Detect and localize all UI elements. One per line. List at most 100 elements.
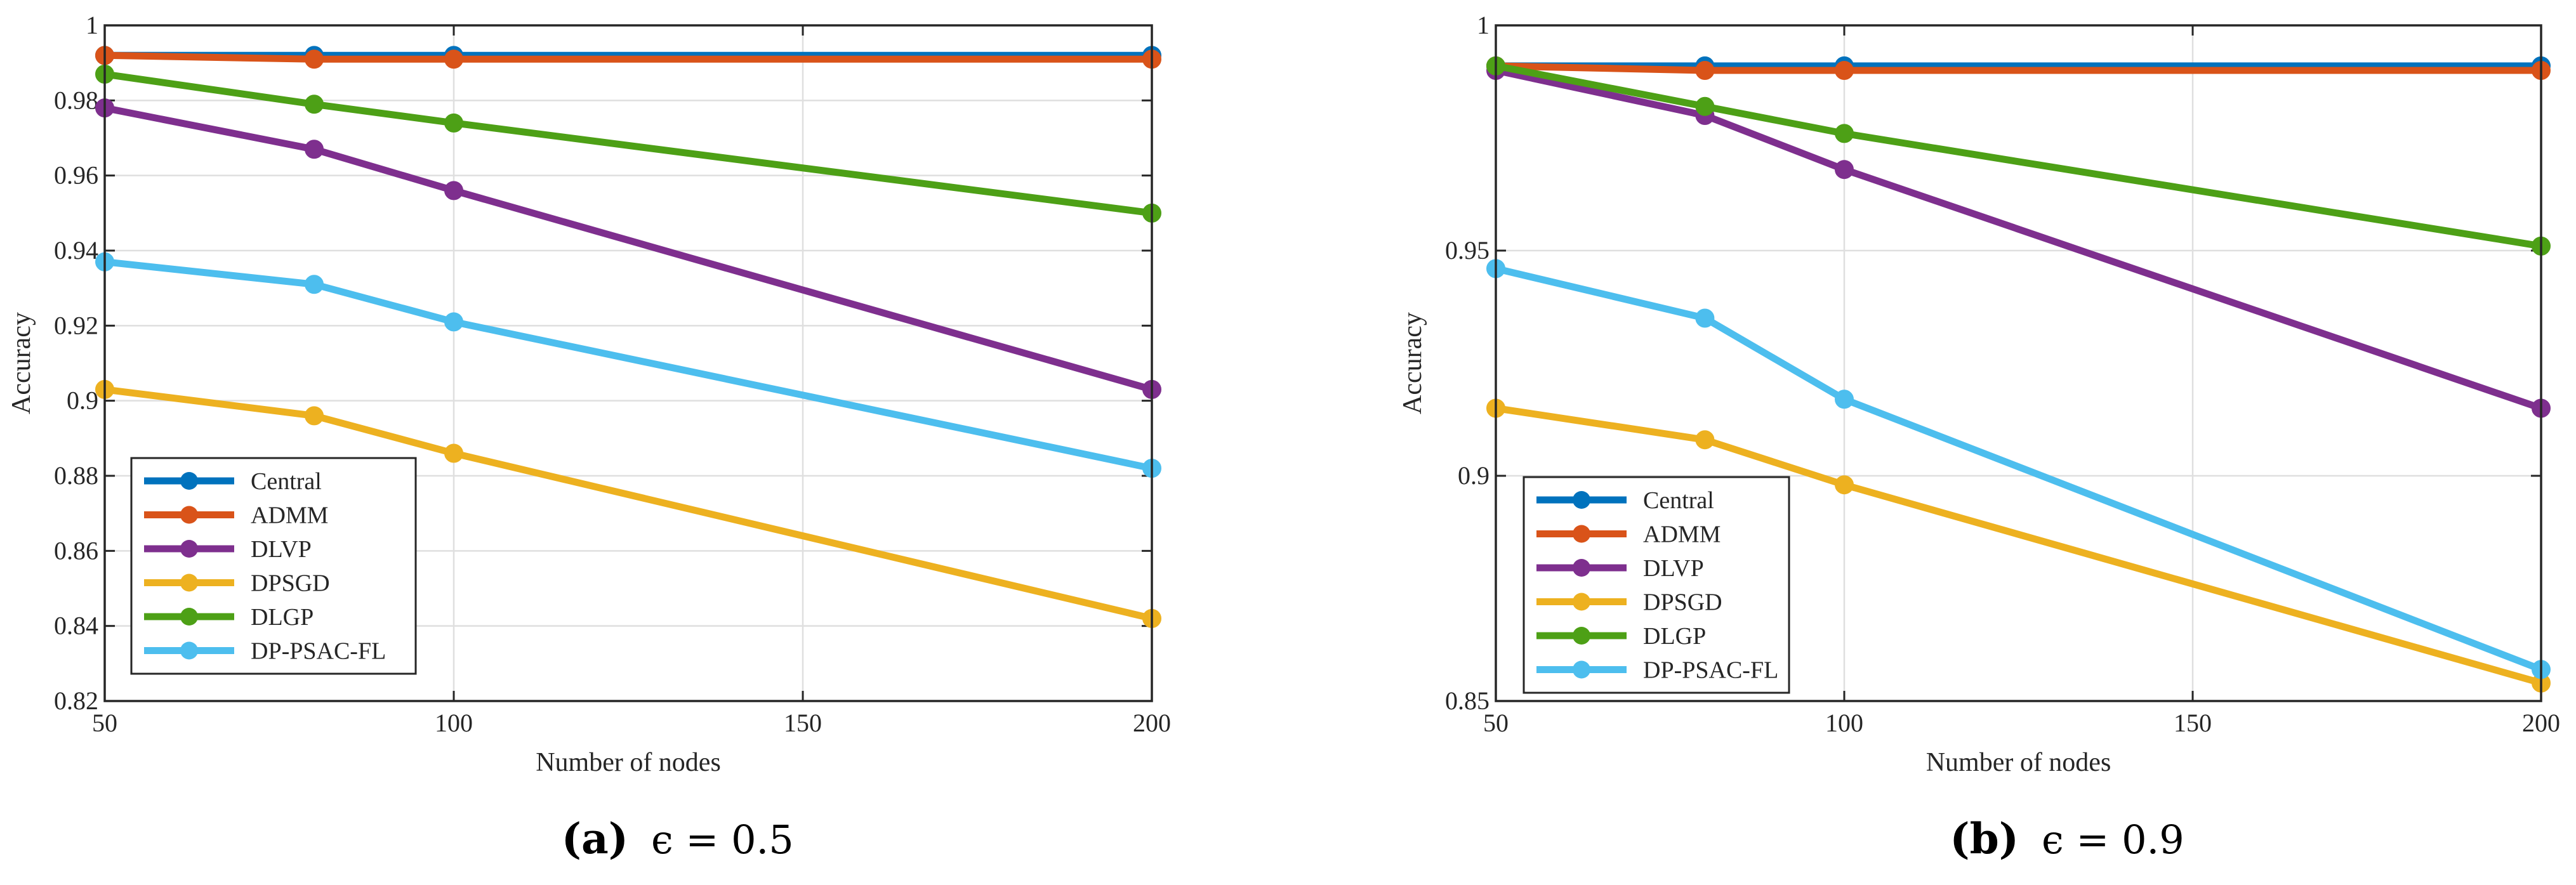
series-line <box>1492 62 2545 74</box>
series-dp-psac-fl <box>1486 259 2551 679</box>
data-point <box>1835 61 1854 80</box>
legend-box <box>1522 476 1790 694</box>
data-point <box>444 181 463 200</box>
data-point <box>444 113 463 133</box>
series-dpsgd <box>95 379 1161 628</box>
legend-label: DP-PSAC-FL <box>251 638 386 665</box>
legend-item: DLVP <box>1536 555 1704 582</box>
data-point <box>305 95 324 114</box>
legend-item: Central <box>1536 487 1714 514</box>
x-tick-label: 50 <box>92 709 117 737</box>
data-point <box>305 49 324 69</box>
data-point <box>444 312 463 332</box>
y-axis-label: Accuracy <box>7 312 36 414</box>
caption-letter: (b) <box>1950 814 2019 863</box>
y-tick-label: 0.9 <box>67 386 98 415</box>
chart-b: 50 100 150 200 0.85 0.9 0.95 1 Number of nodes Ac… <box>1398 11 2560 863</box>
y-tick-label: 0.84 <box>54 612 98 640</box>
series-line <box>101 51 1156 63</box>
legend-item: DPSGD <box>1536 589 1722 616</box>
data-point <box>1695 308 1715 328</box>
data-point <box>1695 61 1715 80</box>
legend-item: DPSGD <box>144 570 330 597</box>
legend-label: DLVP <box>251 536 312 563</box>
data-point <box>1835 160 1854 180</box>
y-tick-label: 1 <box>1477 11 1489 39</box>
legend: Central ADMM DLVP DPSGD DLGP DP-PSAC-FL <box>1522 476 1790 694</box>
legend-marker <box>180 506 198 524</box>
data-point <box>305 140 324 159</box>
data-point <box>1695 430 1715 450</box>
x-tick-label: 150 <box>2174 709 2212 737</box>
y-tick-label: 0.82 <box>54 686 98 715</box>
y-tick-label: 0.95 <box>1445 236 1489 265</box>
y-tick-label: 0.92 <box>54 311 98 339</box>
caption-letter: (a) <box>562 814 628 863</box>
series-admm <box>1486 56 2551 80</box>
legend-label: Central <box>1643 487 1714 514</box>
y-tick-label: 0.9 <box>1458 461 1489 490</box>
legend-marker <box>180 608 198 626</box>
data-point <box>305 275 324 294</box>
series-line <box>101 70 1156 217</box>
y-tick-label: 0.98 <box>54 86 98 114</box>
y-tick-label: 0.96 <box>54 161 98 190</box>
axes-box <box>103 24 1153 702</box>
caption-math: ϵ = 0.5 <box>651 816 794 863</box>
legend-marker <box>1573 660 1590 679</box>
data-point <box>444 49 463 69</box>
legend: Central ADMM DLVP DPSGD DLGP DP-PSAC-FL <box>130 457 417 675</box>
series-dlgp <box>95 64 1161 223</box>
legend-label: DPSGD <box>1643 589 1722 616</box>
series-line <box>101 258 1156 472</box>
x-tick-label: 100 <box>1825 709 1863 737</box>
legend-marker <box>1573 559 1590 577</box>
legend-marker <box>1573 627 1590 645</box>
x-tick-label: 200 <box>1133 709 1171 737</box>
x-axis-label: Number of nodes <box>536 748 721 777</box>
legend-item: DP-PSAC-FL <box>144 638 386 665</box>
legend-marker <box>1573 525 1590 543</box>
legend-marker <box>180 540 198 558</box>
legend-marker <box>1573 593 1590 611</box>
legend-marker <box>180 641 198 660</box>
series-line <box>101 104 1156 393</box>
legend-item: DP-PSAC-FL <box>1536 657 1778 684</box>
data-point <box>305 406 324 426</box>
x-tick-label: 50 <box>1483 709 1509 737</box>
legend-label: DPSGD <box>251 570 330 597</box>
legend-marker <box>1573 491 1590 509</box>
legend-label: DLGP <box>1643 623 1706 650</box>
y-tick-label: 0.94 <box>54 236 98 265</box>
legend-label: Central <box>251 468 322 495</box>
chart-a: 50 100 150 200 0.82 0.84 0.86 0.88 0.9 0.92 0.94 0.… <box>7 11 1171 863</box>
caption-math: ϵ = 0.9 <box>2042 816 2184 863</box>
legend-label: ADMM <box>1643 521 1721 548</box>
axes-box <box>1495 24 2542 702</box>
legend-box <box>130 457 417 675</box>
legend-item: DLGP <box>144 604 314 631</box>
series-line <box>1492 67 2545 412</box>
legend-item: DLVP <box>144 536 312 563</box>
series-line <box>101 386 1156 622</box>
legend-item: ADMM <box>144 502 328 529</box>
y-tick-label: 0.88 <box>54 461 98 490</box>
series-line <box>1492 62 2545 250</box>
y-tick-label: 0.85 <box>1445 686 1489 715</box>
y-axis-label: Accuracy <box>1398 312 1427 414</box>
x-tick-label: 200 <box>2522 709 2560 737</box>
x-tick-label: 150 <box>784 709 822 737</box>
legend-item: Central <box>144 468 322 495</box>
legend-label: ADMM <box>251 502 328 529</box>
legend-marker <box>180 574 198 592</box>
legend-marker <box>180 472 198 490</box>
legend-item: ADMM <box>1536 521 1721 548</box>
data-point <box>1835 124 1854 143</box>
legend-label: DP-PSAC-FL <box>1643 657 1778 684</box>
series-line <box>1492 405 2545 687</box>
legend-label: DLGP <box>251 604 314 631</box>
legend-label: DLVP <box>1643 555 1704 582</box>
data-point <box>1695 96 1715 116</box>
data-point <box>444 443 463 463</box>
